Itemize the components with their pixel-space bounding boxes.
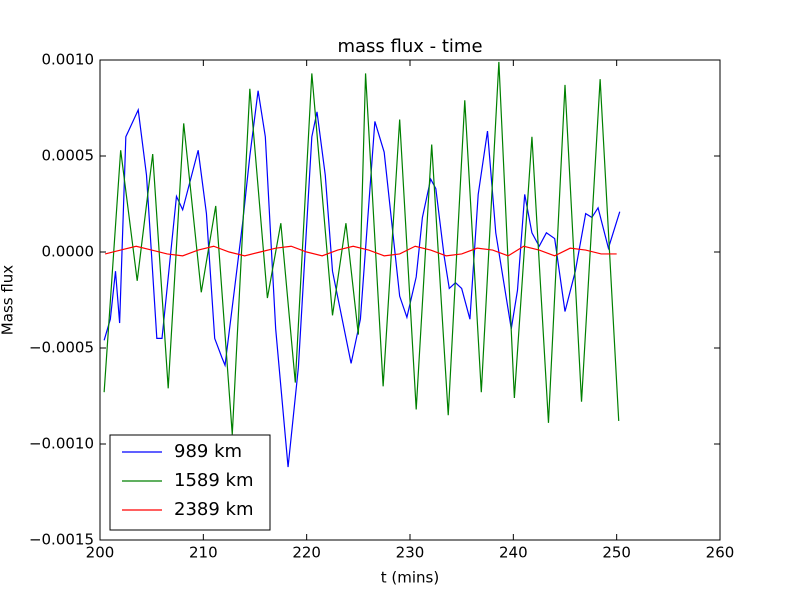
- series-line: [105, 245, 617, 257]
- y-axis-label: Mass flux: [0, 265, 17, 335]
- series-line: [103, 90, 621, 468]
- y-tick-label: −0.0015: [29, 531, 94, 549]
- y-tick-label: 0.0010: [42, 51, 95, 69]
- legend-label: 2389 km: [174, 499, 254, 520]
- x-tick-label: 250: [602, 544, 631, 562]
- legend-label: 989 km: [174, 441, 242, 462]
- x-tick-label: 240: [499, 544, 528, 562]
- y-tick-label: −0.0010: [29, 435, 94, 453]
- x-tick-label: 260: [706, 544, 735, 562]
- y-tick-label: 0.0005: [42, 147, 95, 165]
- legend-box: [109, 434, 271, 531]
- x-tick-label: 230: [396, 544, 425, 562]
- y-tick-label: −0.0005: [29, 339, 94, 357]
- x-tick-label: 210: [189, 544, 218, 562]
- chart-title: mass flux - time: [337, 36, 482, 57]
- x-axis-label: t (mins): [381, 569, 439, 587]
- legend-label: 1589 km: [174, 470, 254, 491]
- series-line: [103, 61, 620, 435]
- y-tick-label: 0.0000: [42, 243, 95, 261]
- x-tick-label: 200: [86, 544, 115, 562]
- x-tick-label: 220: [292, 544, 321, 562]
